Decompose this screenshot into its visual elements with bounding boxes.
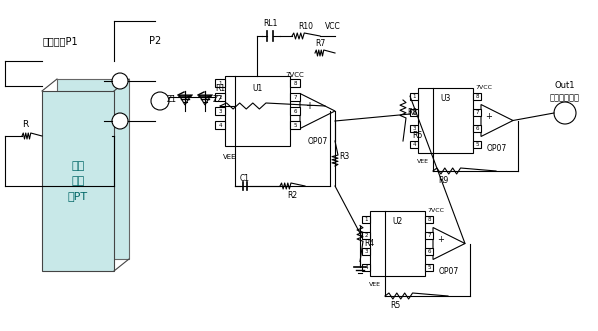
Text: 4: 4 [218,122,222,127]
Text: 整形电压输出: 整形电压输出 [550,93,580,102]
Bar [425,215,433,223]
Text: 7VCC: 7VCC [475,85,492,90]
Bar [290,93,300,101]
Text: R6: R6 [412,131,422,140]
Bar [42,91,114,271]
Bar [362,248,370,255]
Circle shape [112,73,128,89]
Bar [290,121,300,129]
Bar [370,211,425,276]
Bar [410,141,418,148]
Bar [290,107,300,115]
Text: R7: R7 [315,39,325,48]
Text: 1: 1 [364,216,368,222]
Text: R1: R1 [215,84,225,93]
Text: R10: R10 [298,22,313,31]
Bar [57,79,129,259]
Bar [215,121,225,129]
Text: OP07: OP07 [439,266,459,275]
Text: R5: R5 [390,301,400,310]
Bar [410,93,418,100]
Text: R4: R4 [364,239,374,248]
Bar [215,107,225,115]
Text: VEE: VEE [417,159,429,164]
Bar [418,88,473,153]
Bar [225,76,290,146]
Text: 7VCC: 7VCC [286,72,304,78]
Circle shape [554,102,576,124]
Bar [410,109,418,116]
Text: 器PT: 器PT [68,191,88,201]
Bar [473,93,481,100]
Text: Z1: Z1 [167,94,177,104]
Bar [362,215,370,223]
Text: +: + [485,112,492,121]
Circle shape [112,113,128,129]
Text: 1: 1 [412,94,416,99]
Text: 7: 7 [293,94,297,100]
Text: 2: 2 [218,94,222,100]
Text: 5: 5 [475,142,479,147]
Text: R3: R3 [339,152,349,161]
Text: RL1: RL1 [263,19,277,28]
Bar [290,79,300,87]
Bar [362,264,370,271]
Text: R: R [22,120,28,129]
Bar [362,232,370,239]
Text: OP07: OP07 [307,136,328,146]
Bar [425,232,433,239]
Bar [473,125,481,132]
Text: 6: 6 [475,126,479,131]
Text: 7: 7 [427,233,431,238]
Text: R9: R9 [438,176,448,185]
Text: R8: R8 [407,108,417,117]
Bar [215,79,225,87]
Text: 5: 5 [293,122,297,127]
Text: Z2: Z2 [213,94,223,104]
Text: U2: U2 [392,216,402,225]
Text: R2: R2 [287,191,297,200]
Text: VEE: VEE [223,154,237,160]
Text: 3: 3 [364,249,368,254]
Text: C1: C1 [240,174,250,183]
Text: 1: 1 [218,80,222,85]
Text: +: + [305,101,313,111]
Circle shape [151,92,169,110]
Text: 7VCC: 7VCC [427,208,444,213]
Text: 3: 3 [218,109,222,114]
Text: 8: 8 [427,216,431,222]
Text: 4: 4 [364,265,368,270]
Text: U3: U3 [440,93,451,103]
Text: VCC: VCC [325,22,341,31]
Bar [425,248,433,255]
Bar [473,109,481,116]
Text: 5: 5 [427,265,431,270]
Text: U1: U1 [252,83,263,92]
Text: 4: 4 [412,142,416,147]
Text: 7: 7 [475,110,479,115]
Bar [425,264,433,271]
Text: 互感: 互感 [71,176,85,186]
Text: 6: 6 [293,109,297,114]
Text: 8: 8 [475,94,479,99]
Bar [215,93,225,101]
Bar [473,141,481,148]
Text: VEE: VEE [369,282,381,287]
Text: 排阵插槽P1: 排阵插槽P1 [42,36,78,46]
Text: 3: 3 [412,126,416,131]
Text: 8: 8 [293,80,297,85]
Text: Out1: Out1 [555,81,575,90]
Text: OP07: OP07 [487,144,507,153]
Text: 电压: 电压 [71,161,85,171]
Text: 2: 2 [364,233,368,238]
Text: 2: 2 [412,110,416,115]
Text: 6: 6 [427,249,431,254]
Text: +: + [437,235,444,244]
Bar [410,125,418,132]
Text: P2: P2 [149,36,161,46]
